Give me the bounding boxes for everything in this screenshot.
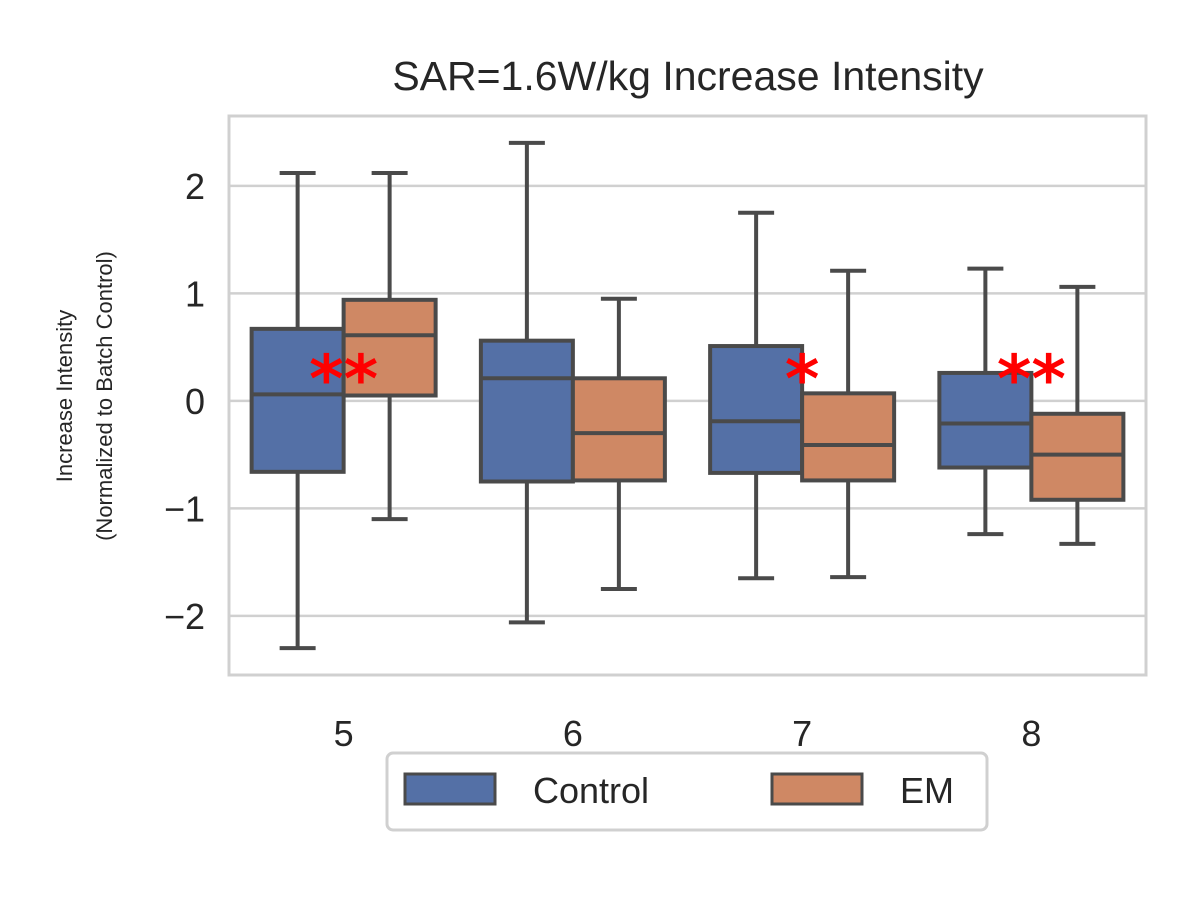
y-axis-label: Increase Intensity (Normalized to Batch …: [52, 251, 117, 541]
box-iqr: [341, 297, 438, 398]
y-axis-label-line-2: (Normalized to Batch Control): [92, 251, 117, 541]
box-series: [249, 140, 1126, 651]
legend-swatch-control: [403, 772, 497, 806]
box-control-7: [708, 210, 805, 581]
box-iqr: [249, 326, 346, 474]
legend-label-control: Control: [533, 770, 649, 811]
x-tick-label: 5: [334, 713, 354, 754]
x-tick-label: 7: [792, 713, 812, 754]
box-iqr: [937, 370, 1034, 470]
legend-swatch-em: [770, 772, 864, 806]
plot-frame: [227, 114, 1148, 677]
chart-title: SAR=1.6W/kg Increase Intensity: [392, 53, 984, 99]
box-em-5: [341, 170, 438, 522]
legend-label-em: EM: [900, 770, 954, 811]
y-tick-label: 1: [185, 273, 205, 314]
y-tick-label: −1: [164, 488, 205, 529]
box-iqr: [1029, 411, 1126, 502]
y-tick-labels: −2 −1 0 1 2: [164, 166, 205, 637]
box-control-6: [478, 140, 575, 625]
y-axis-label-line-1: Increase Intensity: [52, 310, 77, 482]
y-tick-label: 0: [185, 381, 205, 422]
box-control-8: [937, 266, 1034, 537]
grid-lines: [229, 184, 1146, 618]
y-tick-label: 2: [185, 166, 205, 207]
x-tick-labels: 5 6 7 8: [334, 713, 1042, 754]
box-iqr: [800, 391, 897, 483]
box-iqr: [570, 376, 667, 483]
y-tick-label: −2: [164, 596, 205, 637]
box-em-6: [570, 296, 667, 591]
significance-stars: **: [309, 341, 378, 418]
legend-frame: [385, 751, 989, 832]
box-control-5: [249, 170, 346, 651]
box-iqr: [478, 338, 575, 484]
box-em-7: [800, 268, 897, 580]
legend: Control EM: [385, 751, 989, 832]
x-tick-label: 6: [563, 713, 583, 754]
significance-stars: *: [785, 341, 820, 418]
x-tick-label: 8: [1021, 713, 1041, 754]
significance-stars: **: [997, 341, 1066, 418]
box-iqr: [708, 344, 805, 475]
box-em-8: [1029, 284, 1126, 546]
significance-annotations: ** * **: [309, 341, 1066, 418]
